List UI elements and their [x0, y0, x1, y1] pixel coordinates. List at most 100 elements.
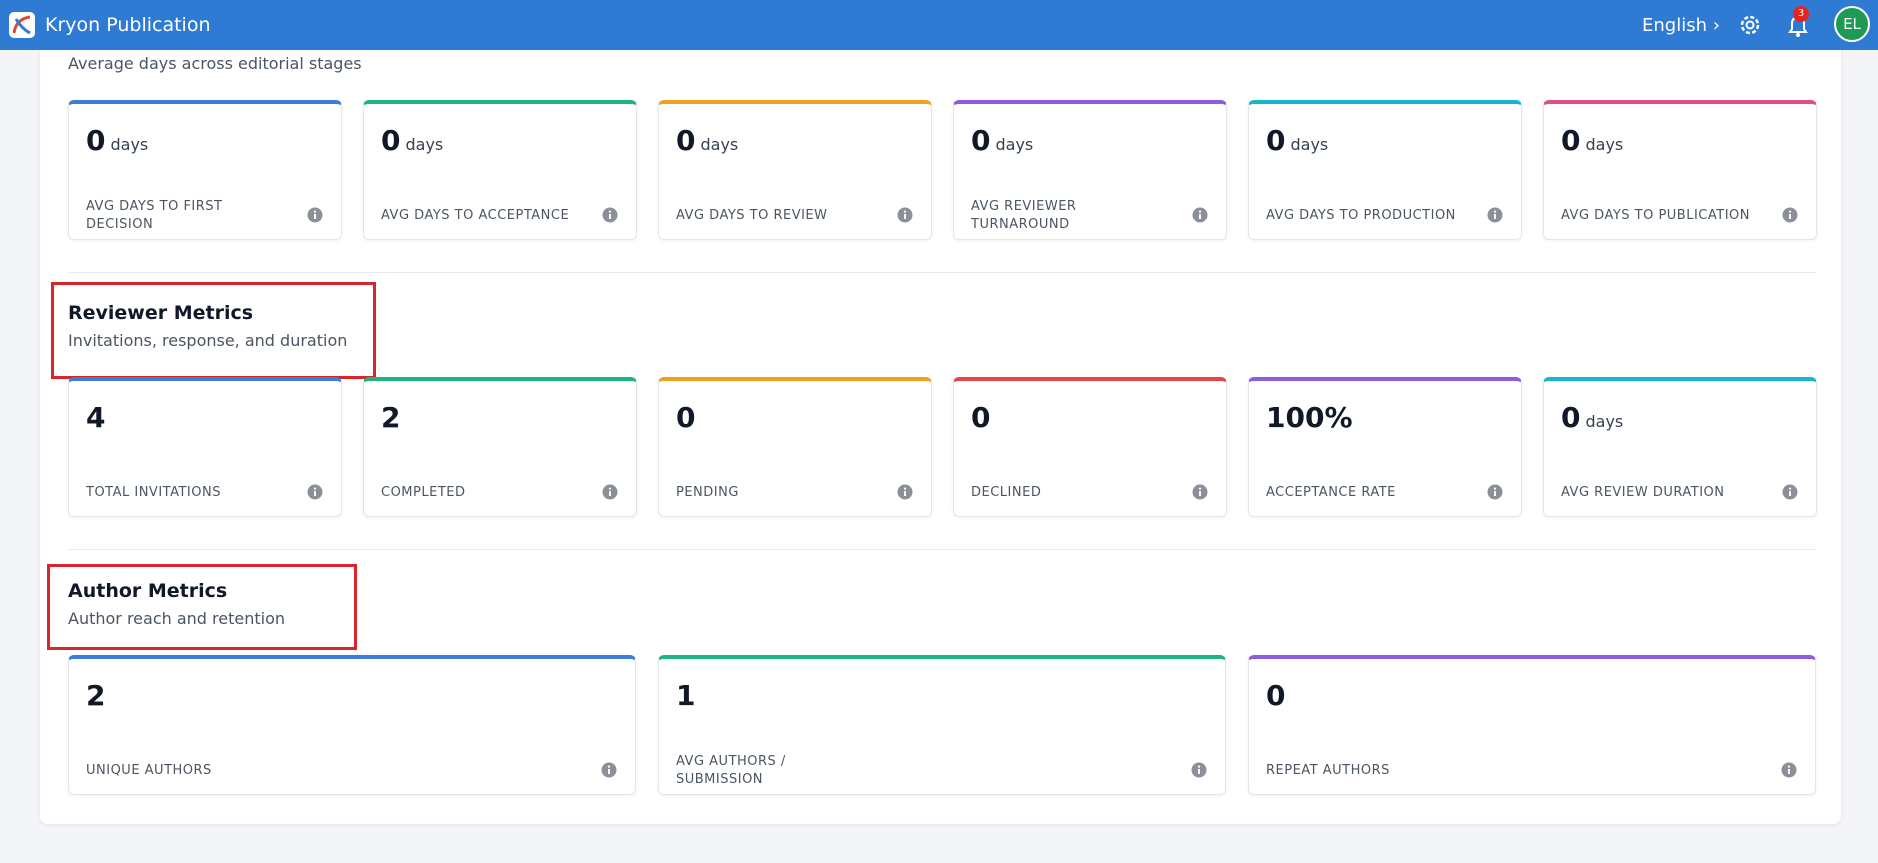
divider	[68, 549, 1816, 550]
info-icon[interactable]	[601, 762, 617, 778]
metric-label: COMPLETED	[381, 485, 466, 500]
info-icon[interactable]	[307, 207, 323, 223]
metric-card: 1 AVG AUTHORS / SUBMISSION	[658, 655, 1226, 795]
metric-label: AVG DAYS TO PRODUCTION	[1266, 208, 1456, 223]
metric-card: 0 REPEAT AUTHORS	[1248, 655, 1816, 795]
metric-label: AVG REVIEWER TURNAROUND	[971, 199, 1077, 232]
label-box: PENDING	[676, 469, 876, 517]
metric-value: 4	[86, 401, 106, 434]
label-box: AVG DAYS TO FIRST DECISION	[86, 192, 286, 240]
metric-value: 100%	[1266, 401, 1353, 434]
metric-label: PENDING	[676, 485, 739, 500]
metric-value-row: 100%	[1266, 401, 1353, 434]
info-icon[interactable]	[307, 484, 323, 500]
metric-unit: days	[1290, 135, 1329, 154]
section-title: Author Metrics	[68, 580, 228, 602]
metric-value-row: 0 days	[971, 124, 1033, 157]
label-box: AVG REVIEW DURATION	[1561, 469, 1761, 517]
metric-card: 2 COMPLETED	[363, 377, 637, 517]
metric-value-row: 0	[971, 401, 990, 434]
metric-value-row: 0 days	[381, 124, 443, 157]
label-box: AVG AUTHORS / SUBMISSION	[676, 747, 876, 795]
label-box: TOTAL INVITATIONS	[86, 469, 286, 517]
metric-value: 0	[381, 124, 401, 157]
label-box: AVG DAYS TO PUBLICATION	[1561, 192, 1761, 240]
info-icon[interactable]	[1192, 207, 1208, 223]
metric-label: AVG DAYS TO PUBLICATION	[1561, 208, 1750, 223]
section-title: Reviewer Metrics	[68, 302, 254, 324]
info-icon[interactable]	[602, 207, 618, 223]
language-selector[interactable]: English ›	[1642, 15, 1720, 36]
info-icon[interactable]	[1487, 484, 1503, 500]
info-icon[interactable]	[1487, 207, 1503, 223]
metric-value-row: 0	[1266, 679, 1285, 712]
metric-label: ACCEPTANCE RATE	[1266, 485, 1396, 500]
logo	[9, 12, 35, 38]
metric-value: 0	[971, 124, 991, 157]
metric-value-row: 4	[86, 401, 105, 434]
metric-value: 1	[676, 679, 696, 712]
metric-label: AVG DAYS TO FIRST DECISION	[86, 199, 223, 232]
metric-card: 0 days AVG REVIEWER TURNAROUND	[953, 100, 1227, 240]
metric-label: REPEAT AUTHORS	[1266, 763, 1390, 778]
metric-value: 2	[381, 401, 401, 434]
user-avatar[interactable]: EL	[1834, 6, 1870, 42]
info-icon[interactable]	[1781, 762, 1797, 778]
label-box: ACCEPTANCE RATE	[1266, 469, 1466, 517]
metric-value: 0	[1561, 401, 1581, 434]
info-icon[interactable]	[1782, 207, 1798, 223]
highlight-box	[51, 282, 376, 379]
metric-card: 0 days AVG DAYS TO ACCEPTANCE	[363, 100, 637, 240]
highlight-box	[47, 564, 357, 650]
app-title: Kryon Publication	[45, 14, 211, 36]
metric-value: 0	[86, 124, 106, 157]
section-subtitle: Invitations, response, and duration	[68, 331, 348, 350]
label-box: AVG DAYS TO REVIEW	[676, 192, 876, 240]
metric-label: TOTAL INVITATIONS	[86, 485, 221, 500]
language: English	[1642, 15, 1707, 36]
metric-value-row: 0	[676, 401, 695, 434]
section-subtitle: Average days across editorial stages	[68, 54, 362, 73]
divider	[68, 272, 1816, 273]
metric-card: 100% ACCEPTANCE RATE	[1248, 377, 1522, 517]
info-icon[interactable]	[1782, 484, 1798, 500]
metric-value: 2	[86, 679, 106, 712]
metric-card: 0 days AVG DAYS TO FIRST DECISION	[68, 100, 342, 240]
settings-icon[interactable]	[1738, 13, 1762, 37]
chevron: ›	[1712, 15, 1720, 36]
metric-unit: days	[1585, 412, 1624, 431]
metric-card: 0 PENDING	[658, 377, 932, 517]
metric-value: 0	[1266, 124, 1286, 157]
metric-card: 0 DECLINED	[953, 377, 1227, 517]
metric-value: 0	[676, 401, 696, 434]
info-icon[interactable]	[1191, 762, 1207, 778]
label-box: AVG REVIEWER TURNAROUND	[971, 192, 1171, 240]
metric-value: 0	[1266, 679, 1286, 712]
metric-value-row: 2	[381, 401, 400, 434]
metric-value-row: 0 days	[1561, 124, 1623, 157]
metric-unit: days	[995, 135, 1034, 154]
label-box: AVG DAYS TO PRODUCTION	[1266, 192, 1466, 240]
metric-value-row: 2	[86, 679, 105, 712]
info-icon[interactable]	[602, 484, 618, 500]
metric-value: 0	[971, 401, 991, 434]
metric-card: 0 days AVG DAYS TO REVIEW	[658, 100, 932, 240]
top-bar: Kryon Publication English › 3 EL	[0, 0, 1878, 50]
metric-label: DECLINED	[971, 485, 1042, 500]
metric-value-row: 0 days	[86, 124, 148, 157]
metric-card: 0 days AVG REVIEW DURATION	[1543, 377, 1817, 517]
metric-unit: days	[700, 135, 739, 154]
metric-card: 0 days AVG DAYS TO PRODUCTION	[1248, 100, 1522, 240]
metric-label: AVG DAYS TO REVIEW	[676, 208, 828, 223]
metric-unit: days	[405, 135, 444, 154]
metric-value: 0	[1561, 124, 1581, 157]
metric-label: AVG REVIEW DURATION	[1561, 485, 1725, 500]
metric-value-row: 1	[676, 679, 695, 712]
label-box: REPEAT AUTHORS	[1266, 747, 1466, 795]
info-icon[interactable]	[1192, 484, 1208, 500]
metric-label: AVG AUTHORS / SUBMISSION	[676, 754, 786, 787]
section-subtitle: Author reach and retention	[68, 609, 286, 628]
info-icon[interactable]	[897, 207, 913, 223]
metric-value-row: 0 days	[676, 124, 738, 157]
info-icon[interactable]	[897, 484, 913, 500]
